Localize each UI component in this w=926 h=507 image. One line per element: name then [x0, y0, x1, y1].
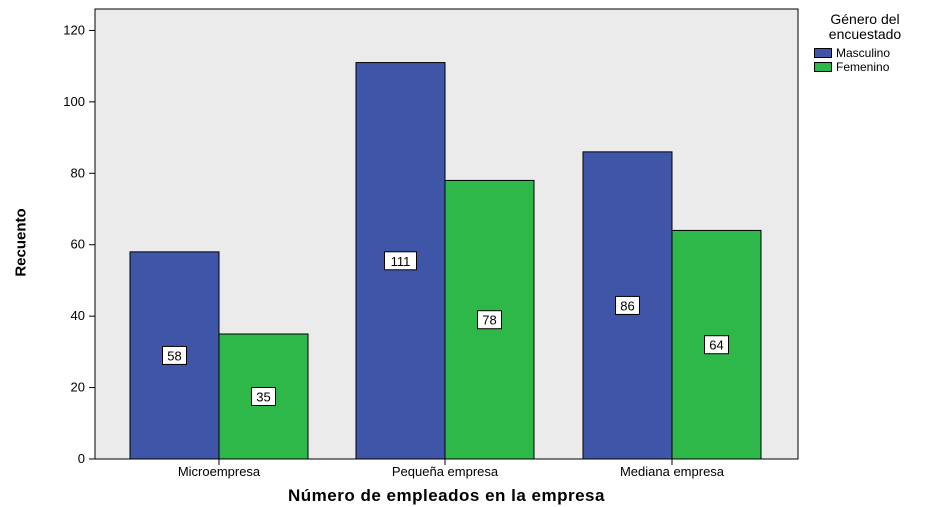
y-tick-label: 120: [63, 22, 85, 37]
data-label: 78: [482, 313, 496, 328]
legend: Género del encuestado Masculino Femenino: [806, 12, 924, 74]
legend-label-femenino: Femenino: [836, 60, 890, 74]
x-axis-label: Número de empleados en la empresa: [288, 486, 605, 505]
data-label-box: [615, 295, 640, 315]
legend-item-femenino: Femenino: [814, 60, 924, 74]
data-label: 86: [620, 298, 634, 313]
x-tick-label: Pequeña empresa: [392, 464, 499, 479]
data-label: 35: [256, 390, 270, 405]
y-axis-label: Recuento: [12, 208, 30, 277]
x-tick-label: Microempresa: [178, 464, 261, 479]
y-tick-label: 80: [71, 165, 85, 180]
x-tick-label: Mediana empresa: [620, 464, 725, 479]
data-label: 111: [391, 254, 411, 269]
data-label-box: [251, 387, 276, 406]
data-label-box: [704, 335, 729, 355]
y-tick-label: 0: [78, 451, 85, 466]
legend-title-line1: Género del: [830, 11, 900, 27]
y-tick-label: 100: [63, 94, 85, 109]
data-label-box: [477, 310, 502, 330]
legend-label-masculino: Masculino: [836, 46, 891, 60]
y-tick-label: 60: [71, 237, 85, 252]
legend-swatch-femenino: [814, 62, 832, 72]
legend-swatch-masculino: [814, 48, 832, 58]
data-label-box: [162, 345, 187, 365]
data-label: 58: [167, 348, 181, 363]
legend-title-line2: encuestado: [828, 26, 902, 42]
data-label-box: [384, 251, 417, 271]
data-label: 64: [709, 338, 723, 353]
y-tick-label: 20: [71, 380, 85, 395]
y-tick-label: 40: [71, 308, 85, 323]
legend-item-masculino: Masculino: [814, 46, 924, 60]
